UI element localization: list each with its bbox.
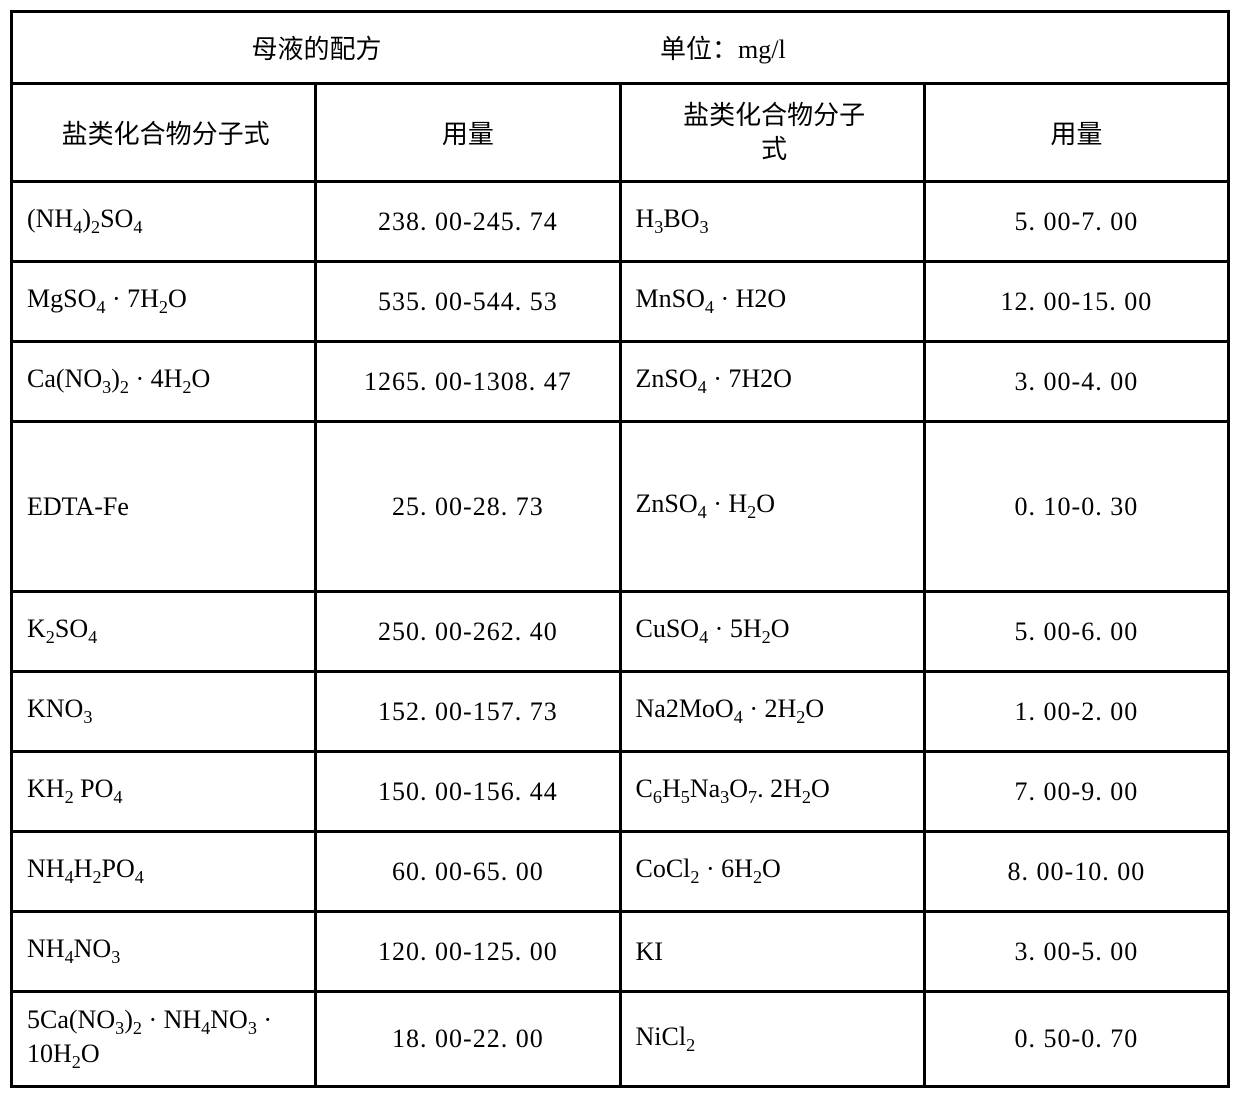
cell-amount-2: 5. 00-6. 00 (924, 592, 1228, 672)
table-row: 5Ca(NO3)2 · NH4NO3 · 10H2O18. 00-22. 00N… (12, 992, 1229, 1087)
table-row: NH4NO3120. 00-125. 00KI3. 00-5. 00 (12, 912, 1229, 992)
cell-amount-2: 3. 00-5. 00 (924, 912, 1228, 992)
cell-formula-2: H3BO3 (620, 182, 924, 262)
cell-amount-1: 238. 00-245. 74 (316, 182, 620, 262)
cell-amount-2: 0. 10-0. 30 (924, 422, 1228, 592)
table-title-row: 母液的配方 单位：mg/l (12, 12, 1229, 84)
cell-formula-1: MgSO4 · 7H2O (12, 262, 316, 342)
cell-formula-2: CuSO4 · 5H2O (620, 592, 924, 672)
table-header-row: 盐类化合物分子式 用量 盐类化合物分子 式 用量 (12, 84, 1229, 182)
cell-amount-1: 152. 00-157. 73 (316, 672, 620, 752)
header-formula-2: 盐类化合物分子 式 (620, 84, 924, 182)
cell-formula-1: Ca(NO3)2 · 4H2O (12, 342, 316, 422)
table-title-left: 母液的配方 (12, 12, 621, 84)
cell-formula-2: Na2MoO4 · 2H2O (620, 672, 924, 752)
cell-formula-2: CoCl2 · 6H2O (620, 832, 924, 912)
header-formula-1: 盐类化合物分子式 (12, 84, 316, 182)
cell-formula-2: MnSO4 · H2O (620, 262, 924, 342)
cell-formula-1: K2SO4 (12, 592, 316, 672)
cell-amount-1: 535. 00-544. 53 (316, 262, 620, 342)
cell-amount-2: 7. 00-9. 00 (924, 752, 1228, 832)
cell-formula-2: C6H5Na3O7. 2H2O (620, 752, 924, 832)
cell-formula-2: ZnSO4 · 7H2O (620, 342, 924, 422)
cell-formula-1: NH4H2PO4 (12, 832, 316, 912)
cell-amount-1: 150. 00-156. 44 (316, 752, 620, 832)
cell-amount-1: 250. 00-262. 40 (316, 592, 620, 672)
cell-amount-2: 3. 00-4. 00 (924, 342, 1228, 422)
cell-formula-1: KNO3 (12, 672, 316, 752)
cell-formula-1: 5Ca(NO3)2 · NH4NO3 · 10H2O (12, 992, 316, 1087)
header-amount-1: 用量 (316, 84, 620, 182)
cell-formula-2: NiCl2 (620, 992, 924, 1087)
cell-amount-2: 5. 00-7. 00 (924, 182, 1228, 262)
table-title-right: 单位：mg/l (620, 12, 1229, 84)
cell-amount-1: 25. 00-28. 73 (316, 422, 620, 592)
table-row: EDTA-Fe25. 00-28. 73ZnSO4 · H2O0. 10-0. … (12, 422, 1229, 592)
cell-amount-2: 0. 50-0. 70 (924, 992, 1228, 1087)
table-row: NH4H2PO460. 00-65. 00CoCl2 · 6H2O8. 00-1… (12, 832, 1229, 912)
table-row: K2SO4250. 00-262. 40CuSO4 · 5H2O5. 00-6.… (12, 592, 1229, 672)
table-row: Ca(NO3)2 · 4H2O1265. 00-1308. 47ZnSO4 · … (12, 342, 1229, 422)
table-row: (NH4)2SO4238. 00-245. 74H3BO35. 00-7. 00 (12, 182, 1229, 262)
cell-formula-1: EDTA-Fe (12, 422, 316, 592)
cell-formula-1: (NH4)2SO4 (12, 182, 316, 262)
cell-formula-1: KH2 PO4 (12, 752, 316, 832)
table-row: MgSO4 · 7H2O535. 00-544. 53MnSO4 · H2O12… (12, 262, 1229, 342)
cell-amount-1: 1265. 00-1308. 47 (316, 342, 620, 422)
cell-formula-1: NH4NO3 (12, 912, 316, 992)
cell-amount-2: 1. 00-2. 00 (924, 672, 1228, 752)
cell-formula-2: KI (620, 912, 924, 992)
table-row: KH2 PO4150. 00-156. 44C6H5Na3O7. 2H2O7. … (12, 752, 1229, 832)
chemical-formula-table: 母液的配方 单位：mg/l 盐类化合物分子式 用量 盐类化合物分子 式 用量 (… (10, 10, 1230, 1088)
cell-amount-1: 18. 00-22. 00 (316, 992, 620, 1087)
cell-amount-1: 60. 00-65. 00 (316, 832, 620, 912)
cell-formula-2: ZnSO4 · H2O (620, 422, 924, 592)
table-row: KNO3152. 00-157. 73Na2MoO4 · 2H2O1. 00-2… (12, 672, 1229, 752)
header-amount-2: 用量 (924, 84, 1228, 182)
cell-amount-2: 12. 00-15. 00 (924, 262, 1228, 342)
table-body: (NH4)2SO4238. 00-245. 74H3BO35. 00-7. 00… (12, 182, 1229, 1087)
cell-amount-1: 120. 00-125. 00 (316, 912, 620, 992)
cell-amount-2: 8. 00-10. 00 (924, 832, 1228, 912)
